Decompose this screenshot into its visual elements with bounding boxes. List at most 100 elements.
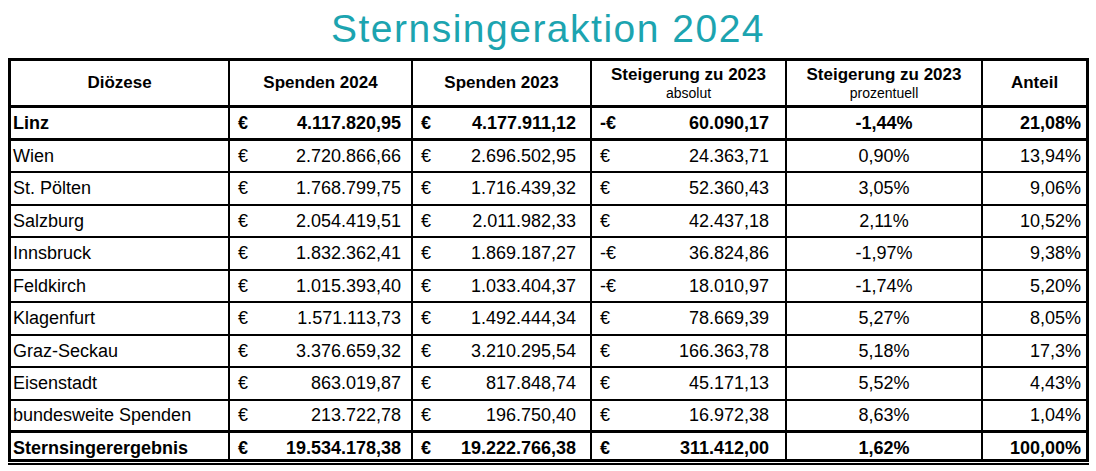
- currency-symbol: €: [238, 178, 248, 199]
- table-bottom-border: [8, 459, 1089, 462]
- amount-cell: €1.033.404,37: [413, 271, 592, 303]
- amount-value: 166.363,78: [679, 341, 769, 362]
- dioezese-cell: Feldkirch: [11, 271, 230, 303]
- amount-cell: €311.412,00: [592, 433, 787, 462]
- amount-value: 60.090,17: [689, 113, 769, 134]
- steigerung-percent-cell: -1,97%: [787, 238, 983, 271]
- amount-value: 311.412,00: [680, 438, 769, 459]
- anteil-cell: 5,20%: [983, 271, 1086, 303]
- steigerung-percent-cell: 1,62%: [787, 433, 983, 462]
- col-header-spenden-2024: Spenden 2024: [230, 61, 413, 108]
- dioezese-cell: Klagenfurt: [11, 303, 230, 336]
- currency-symbol: €: [600, 211, 610, 232]
- amount-value: 4.177.911,12: [472, 113, 576, 134]
- dioezese-cell: Eisenstadt: [11, 368, 230, 401]
- currency-symbol: €: [238, 211, 248, 232]
- steigerung-percent-cell: -1,44%: [787, 108, 983, 141]
- dioezese-cell: bundesweite Spenden: [11, 401, 230, 433]
- amount-value: 2.720.866,66: [296, 146, 401, 167]
- amount-cell: €1.869.187,27: [413, 238, 592, 271]
- amount-value: 1.768.799,75: [296, 178, 401, 199]
- amount-value: 4.117.820,95: [297, 113, 401, 134]
- amount-value: 1.869.187,27: [471, 243, 576, 264]
- amount-cell: -€ 60.090,17: [592, 108, 787, 141]
- amount-value: 36.824,86: [689, 243, 769, 264]
- amount-cell: €78.669,39: [592, 303, 787, 336]
- currency-symbol: €: [421, 211, 431, 232]
- currency-symbol: €: [238, 341, 248, 362]
- dioezese-cell: St. Pölten: [11, 173, 230, 206]
- anteil-cell: 10,52%: [983, 206, 1086, 238]
- currency-symbol: €: [421, 178, 431, 199]
- amount-value: 2.696.502,95: [471, 146, 576, 167]
- amount-value: 1.492.444,34: [471, 308, 576, 329]
- currency-symbol: €: [238, 373, 248, 394]
- steigerung-percent-cell: 3,05%: [787, 173, 983, 206]
- currency-symbol: -€: [600, 243, 616, 264]
- amount-cell: -€ 36.824,86: [592, 238, 787, 271]
- currency-symbol: €: [238, 308, 248, 329]
- dioezese-cell: Wien: [11, 141, 230, 173]
- currency-symbol: €: [600, 178, 610, 199]
- amount-cell: €1.571.113,73: [230, 303, 413, 336]
- steigerung-percent-cell: 8,63%: [787, 401, 983, 433]
- amount-value: 19.534.178,38: [286, 438, 401, 459]
- steigerung-percent-cell: 5,52%: [787, 368, 983, 401]
- currency-symbol: €: [238, 243, 248, 264]
- currency-symbol: €: [421, 438, 431, 459]
- col-header-steigerung-prozentuell-sub: prozentuell: [850, 85, 919, 101]
- amount-cell: €3.376.659,32: [230, 336, 413, 368]
- amount-value: 16.972,38: [689, 405, 769, 426]
- amount-cell: €24.363,71: [592, 141, 787, 173]
- steigerung-percent-cell: 2,11%: [787, 206, 983, 238]
- currency-symbol: €: [238, 146, 248, 167]
- page-title: Sternsingeraktion 2024: [0, 7, 1096, 52]
- amount-cell: €2.696.502,95: [413, 141, 592, 173]
- amount-cell: €1.832.362,41: [230, 238, 413, 271]
- amount-value: 78.669,39: [689, 308, 769, 329]
- steigerung-percent-cell: -1,74%: [787, 271, 983, 303]
- amount-value: 2.011.982,33: [472, 211, 576, 232]
- amount-value: 3.376.659,32: [296, 341, 401, 362]
- currency-symbol: €: [600, 438, 610, 459]
- amount-value: 196.750,40: [486, 405, 576, 426]
- amount-cell: €42.437,18: [592, 206, 787, 238]
- amount-value: 817.848,74: [486, 373, 576, 394]
- amount-cell: €19.534.178,38: [230, 433, 413, 462]
- amount-cell: €4.117.820,95: [230, 108, 413, 141]
- col-header-anteil: Anteil: [983, 61, 1086, 108]
- anteil-cell: 4,43%: [983, 368, 1086, 401]
- amount-value: 1.571.113,73: [297, 308, 401, 329]
- col-header-steigerung-absolut: Steigerung zu 2023 absolut: [592, 61, 787, 108]
- currency-symbol: €: [421, 276, 431, 297]
- col-header-spenden-2023: Spenden 2023: [413, 61, 592, 108]
- currency-symbol: €: [600, 146, 610, 167]
- currency-symbol: €: [421, 113, 431, 134]
- amount-cell: €4.177.911,12: [413, 108, 592, 141]
- anteil-cell: 21,08%: [983, 108, 1086, 141]
- amount-cell: €1.492.444,34: [413, 303, 592, 336]
- amount-value: 24.363,71: [689, 146, 769, 167]
- amount-value: 42.437,18: [689, 211, 769, 232]
- anteil-cell: 13,94%: [983, 141, 1086, 173]
- currency-symbol: -€: [600, 276, 616, 297]
- steigerung-percent-cell: 5,27%: [787, 303, 983, 336]
- amount-cell: €2.054.419,51: [230, 206, 413, 238]
- anteil-cell: 9,06%: [983, 173, 1086, 206]
- amount-cell: €2.720.866,66: [230, 141, 413, 173]
- dioezese-cell: Innsbruck: [11, 238, 230, 271]
- amount-cell: €45.171,13: [592, 368, 787, 401]
- amount-cell: €863.019,87: [230, 368, 413, 401]
- anteil-cell: 8,05%: [983, 303, 1086, 336]
- dioezese-cell: Graz-Seckau: [11, 336, 230, 368]
- currency-symbol: €: [600, 341, 610, 362]
- amount-value: 1.832.362,41: [296, 243, 401, 264]
- amount-cell: €52.360,43: [592, 173, 787, 206]
- currency-symbol: -€: [600, 113, 616, 134]
- currency-symbol: €: [421, 308, 431, 329]
- amount-cell: €1.768.799,75: [230, 173, 413, 206]
- steigerung-percent-cell: 5,18%: [787, 336, 983, 368]
- currency-symbol: €: [238, 405, 248, 426]
- col-header-steigerung-absolut-main: Steigerung zu 2023: [611, 65, 766, 85]
- col-header-steigerung-absolut-sub: absolut: [666, 85, 711, 101]
